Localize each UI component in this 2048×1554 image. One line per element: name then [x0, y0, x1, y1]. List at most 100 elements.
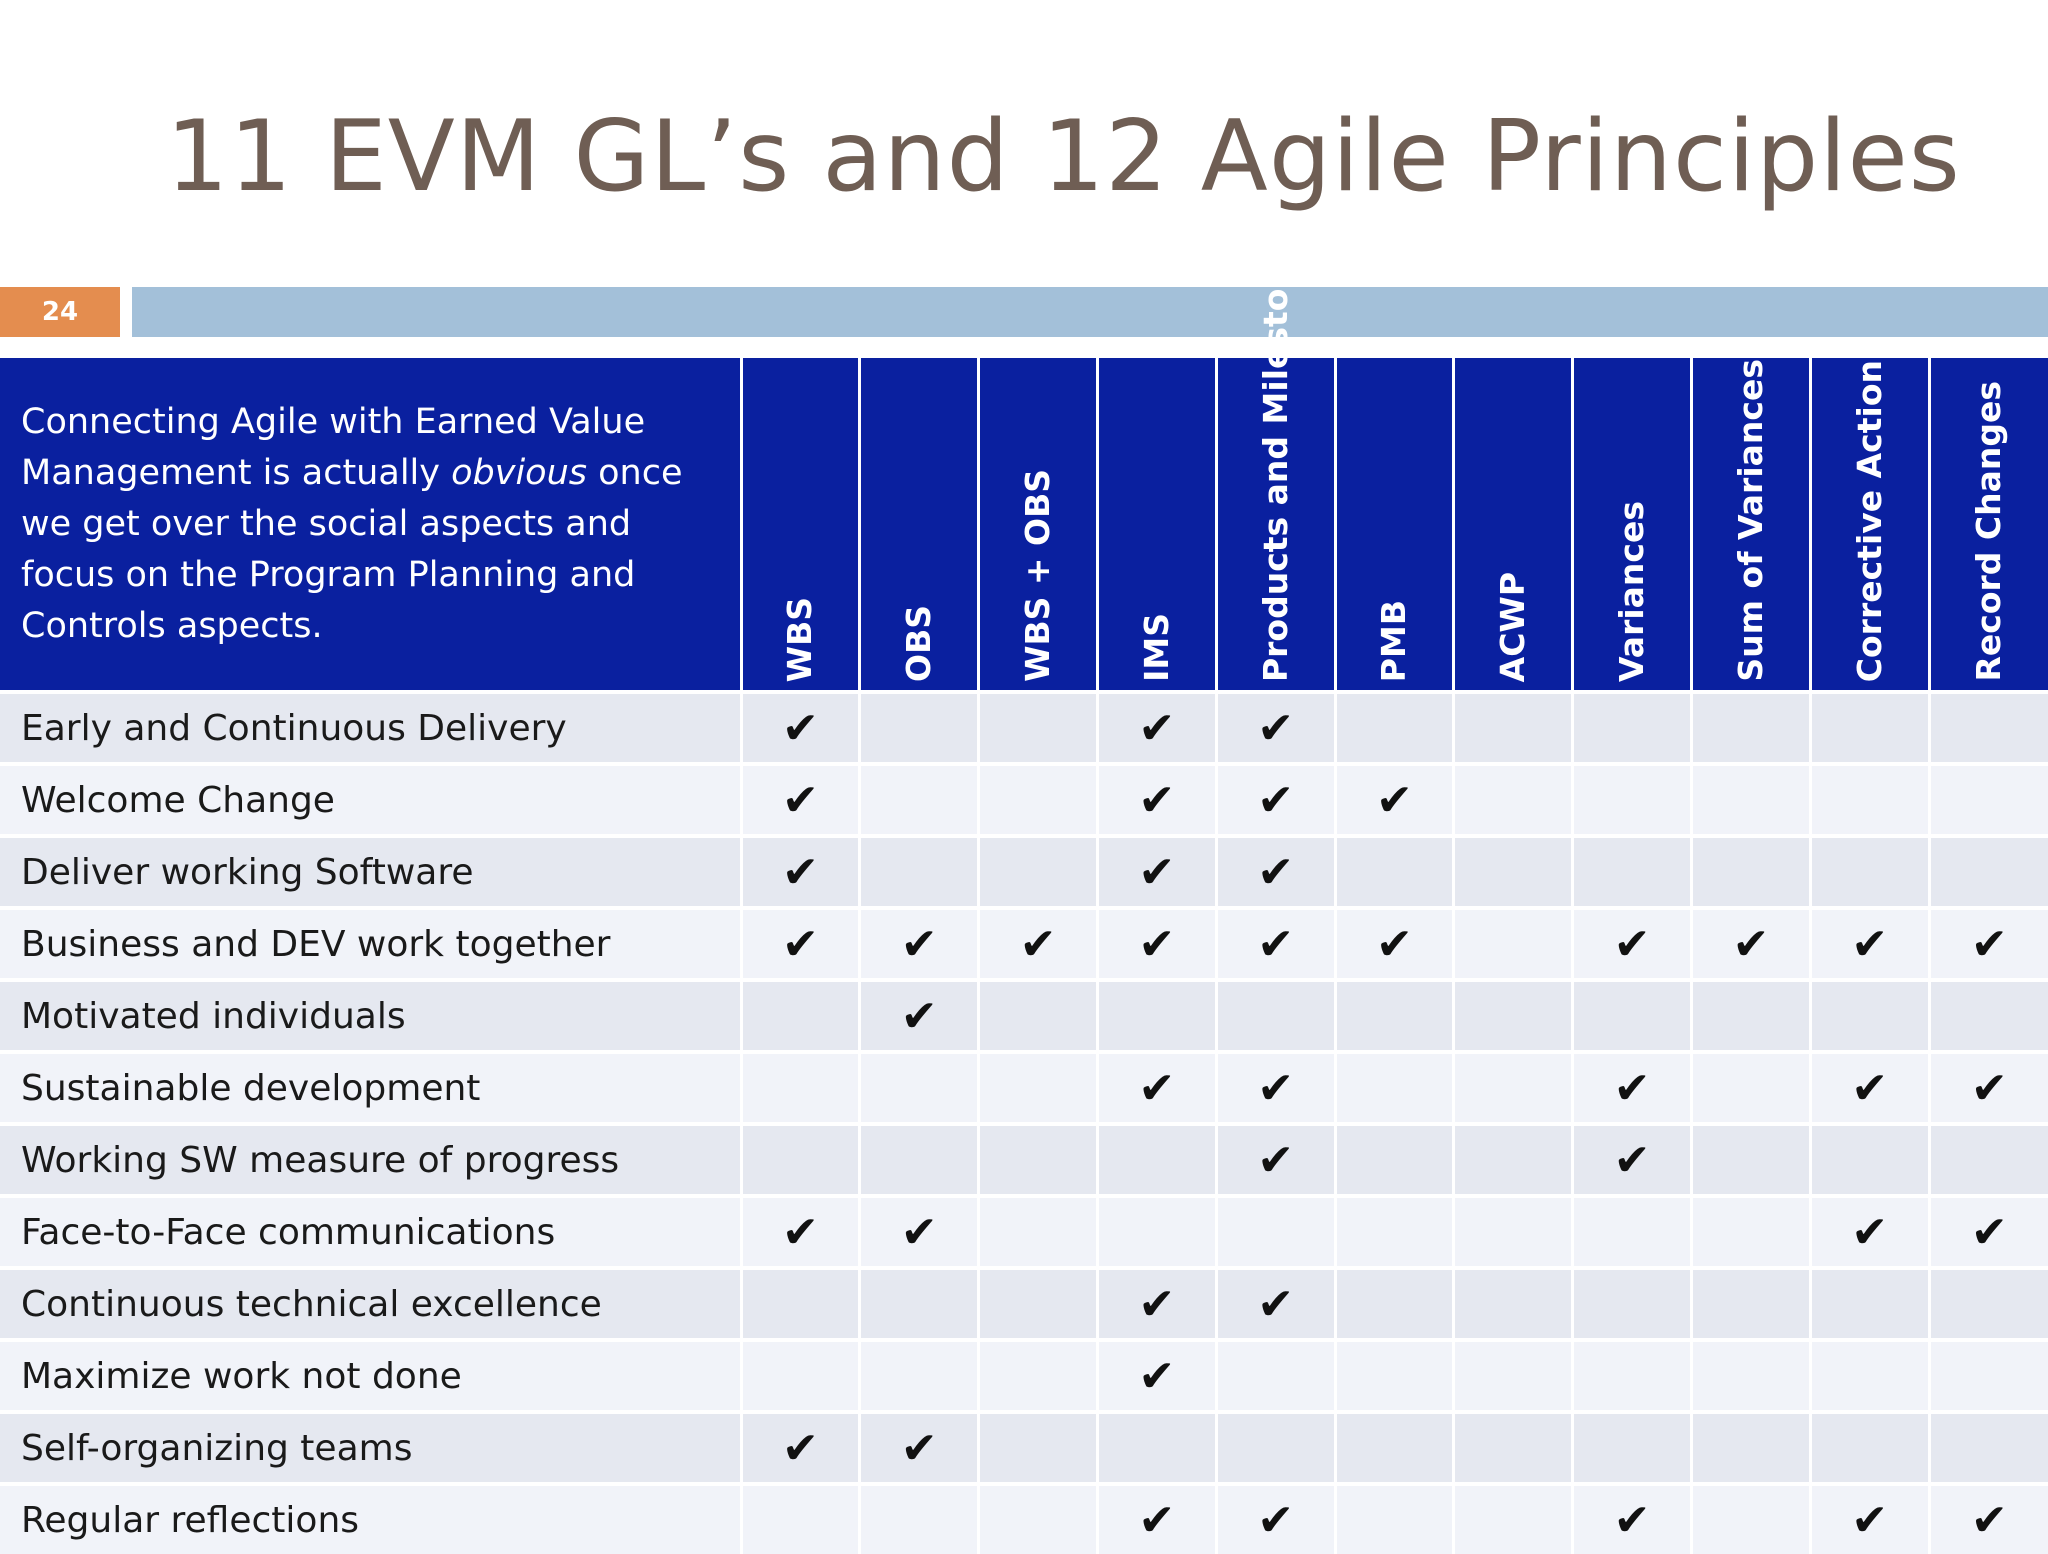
matrix-cell: ✔ — [1571, 1482, 1692, 1554]
checkmark-icon: ✔ — [1851, 1206, 1889, 1258]
checkmark-icon: ✔ — [1970, 1062, 2008, 1114]
column-header-label: PMB — [1374, 599, 1414, 682]
matrix-cell — [1927, 1338, 2048, 1412]
checkmark-icon: ✔ — [1257, 846, 1295, 898]
matrix-cell: ✔ — [1571, 906, 1692, 980]
matrix-cell — [1927, 690, 2048, 764]
matrix-cell: ✔ — [1690, 906, 1811, 980]
matrix-cell — [1333, 1050, 1454, 1124]
matrix-cell: ✔ — [1927, 1194, 2048, 1268]
row-label: Face-to-Face communications — [0, 1194, 742, 1268]
matrix-cell — [1452, 1266, 1573, 1340]
matrix-cell: ✔ — [1808, 1482, 1930, 1554]
checkmark-icon: ✔ — [1138, 1062, 1176, 1114]
checkmark-icon: ✔ — [1257, 702, 1295, 754]
matrix-cell — [1690, 1194, 1811, 1268]
matrix-cell — [1808, 1338, 1930, 1412]
matrix-cell: ✔ — [858, 1410, 979, 1484]
checkmark-icon: ✔ — [1138, 918, 1176, 970]
matrix-cell — [1690, 1050, 1811, 1124]
matrix-cell: ✔ — [739, 1410, 860, 1484]
matrix-cell — [1333, 690, 1454, 764]
column-header-label: WBS — [780, 596, 820, 682]
checkmark-icon: ✔ — [1257, 1134, 1295, 1186]
principles-matrix-table: Connecting Agile with Earned Value Manag… — [0, 223, 2048, 1554]
table-body: Early and Continuous Delivery ✔ ✔ ✔ Welcome … — [0, 690, 2048, 1554]
matrix-cell — [1214, 1338, 1336, 1412]
matrix-cell — [1690, 1338, 1811, 1412]
matrix-cell: ✔ — [1571, 1050, 1692, 1124]
matrix-cell: ✔ — [1571, 1122, 1692, 1196]
checkmark-icon: ✔ — [1613, 1062, 1651, 1114]
checkmark-icon: ✔ — [781, 702, 819, 754]
matrix-cell: ✔ — [1214, 1122, 1336, 1196]
matrix-cell: ✔ — [1214, 762, 1336, 836]
table-row: Sustainable development ✔ ✔ ✔ ✔ ✔ — [0, 1050, 2048, 1124]
matrix-cell — [739, 1122, 860, 1196]
matrix-cell: ✔ — [1214, 906, 1336, 980]
checkmark-icon: ✔ — [1257, 918, 1295, 970]
column-header: ACWP — [1452, 358, 1573, 694]
matrix-cell — [1571, 1338, 1692, 1412]
checkmark-icon: ✔ — [1257, 1494, 1295, 1546]
row-label: Early and Continuous Delivery — [0, 690, 742, 764]
matrix-cell — [1690, 834, 1811, 908]
matrix-cell — [1927, 834, 2048, 908]
matrix-cell: ✔ — [1095, 762, 1217, 836]
table-row: Maximize work not done ✔ — [0, 1338, 2048, 1412]
matrix-cell — [1333, 1194, 1454, 1268]
table-row: Regular reflections ✔ ✔ ✔ ✔ ✔ — [0, 1482, 2048, 1554]
table-header-row: Connecting Agile with Earned Value Manag… — [0, 223, 2048, 694]
matrix-cell — [1571, 1194, 1692, 1268]
column-header-label: ACWP — [1493, 571, 1533, 682]
checkmark-icon: ✔ — [1138, 1494, 1176, 1546]
column-header: Variances — [1571, 358, 1692, 694]
matrix-cell — [1214, 978, 1336, 1052]
matrix-cell: ✔ — [1927, 1482, 2048, 1554]
checkmark-icon: ✔ — [1970, 1206, 2008, 1258]
checkmark-icon: ✔ — [1851, 918, 1889, 970]
matrix-cell: ✔ — [1095, 690, 1217, 764]
matrix-cell: ✔ — [1927, 906, 2048, 980]
matrix-cell — [1690, 978, 1811, 1052]
checkmark-icon: ✔ — [781, 774, 819, 826]
row-label: Motivated individuals — [0, 978, 742, 1052]
checkmark-icon: ✔ — [1257, 1278, 1295, 1330]
table-row: Business and DEV work together ✔ ✔ ✔ ✔ ✔ ✔ ✔ ✔ ✔ ✔ — [0, 906, 2048, 980]
matrix-cell — [1452, 834, 1573, 908]
matrix-cell — [858, 690, 979, 764]
column-header: OBS — [858, 358, 979, 694]
row-label: Business and DEV work together — [0, 906, 742, 980]
matrix-cell — [858, 1266, 979, 1340]
matrix-cell — [977, 1410, 1098, 1484]
matrix-cell: ✔ — [858, 978, 979, 1052]
checkmark-icon: ✔ — [1138, 774, 1176, 826]
checkmark-icon: ✔ — [1138, 702, 1176, 754]
checkmark-icon: ✔ — [1851, 1062, 1889, 1114]
matrix-cell — [1571, 978, 1692, 1052]
checkmark-icon: ✔ — [1970, 918, 2008, 970]
matrix-cell — [1452, 1122, 1573, 1196]
matrix-cell — [858, 834, 979, 908]
matrix-cell: ✔ — [1214, 834, 1336, 908]
checkmark-icon: ✔ — [781, 1422, 819, 1474]
matrix-cell: ✔ — [739, 906, 860, 980]
checkmark-icon: ✔ — [1613, 1494, 1651, 1546]
checkmark-icon: ✔ — [900, 1422, 938, 1474]
column-header: PMB — [1333, 358, 1454, 694]
matrix-cell: ✔ — [1808, 1194, 1930, 1268]
checkmark-icon: ✔ — [1019, 918, 1057, 970]
matrix-cell: ✔ — [1095, 1482, 1217, 1554]
matrix-cell — [1095, 1410, 1217, 1484]
matrix-cell: ✔ — [1333, 762, 1454, 836]
matrix-cell — [977, 1050, 1098, 1124]
matrix-cell — [1927, 978, 2048, 1052]
matrix-cell — [1333, 1122, 1454, 1196]
matrix-cell: ✔ — [1927, 1050, 2048, 1124]
matrix-cell — [1452, 1482, 1573, 1554]
intro-text-before: Connecting Agile with Earned Value Manag… — [21, 401, 646, 493]
checkmark-icon: ✔ — [900, 918, 938, 970]
matrix-cell — [1808, 762, 1930, 836]
matrix-cell — [1690, 1266, 1811, 1340]
checkmark-icon: ✔ — [781, 918, 819, 970]
